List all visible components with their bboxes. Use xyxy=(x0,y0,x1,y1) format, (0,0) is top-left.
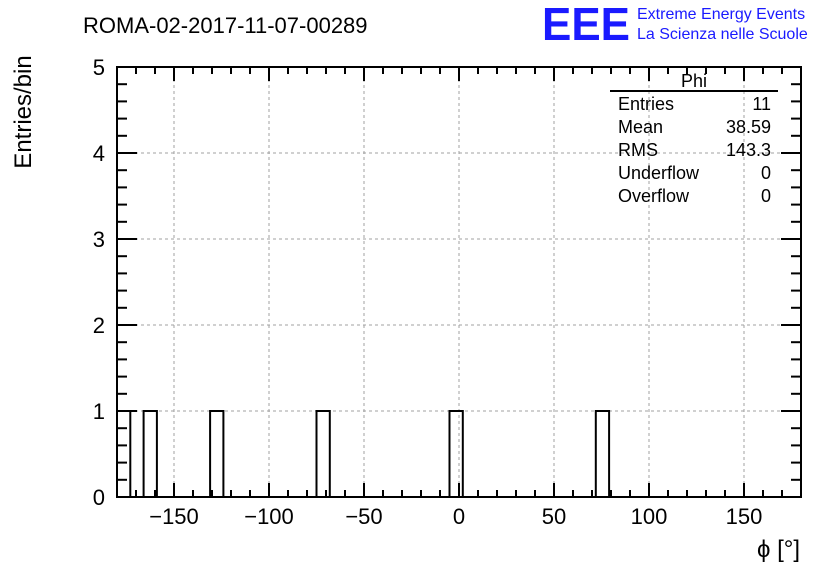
logo-mark: EEE xyxy=(542,0,630,50)
plot-frame xyxy=(116,66,802,498)
x-tick-label: 100 xyxy=(631,504,668,529)
chart-title: ROMA-02-2017-11-07-00289 xyxy=(83,13,368,38)
histogram-bar xyxy=(448,410,464,498)
stats-label: Overflow xyxy=(618,186,690,206)
histogram-bar xyxy=(594,410,611,498)
stats-value: 11 xyxy=(752,94,771,114)
stats-value: 0 xyxy=(761,163,771,183)
x-axis-label: ϕ [°] xyxy=(757,536,800,563)
y-tick-label: 2 xyxy=(93,313,105,338)
histogram-bar xyxy=(142,410,158,498)
y-axis-label: Entries/bin xyxy=(10,55,37,168)
x-tick-label: −50 xyxy=(345,504,382,529)
logo-line-1: Extreme Energy Events xyxy=(637,6,805,23)
x-tick-label: 0 xyxy=(453,504,465,529)
x-tick-label: −150 xyxy=(149,504,199,529)
stats-title: Phi xyxy=(681,71,707,91)
y-tick-label: 5 xyxy=(93,55,105,80)
stats-box: Phi Entries 11 Mean 38.59 RMS 143.3 Underflow 0… xyxy=(610,71,778,206)
histogram-bar xyxy=(116,410,132,498)
stats-label: Underflow xyxy=(618,163,700,183)
stats-label: Mean xyxy=(618,117,663,137)
stats-value: 38.59 xyxy=(726,117,771,137)
histogram-bar xyxy=(315,410,331,498)
plot-border xyxy=(116,66,802,498)
tick-labels: −150 −100 −50 0 50 100 150 0 1 2 3 4 5 xyxy=(93,55,763,529)
y-tick-label: 4 xyxy=(93,141,105,166)
y-tick-label: 0 xyxy=(93,485,105,510)
y-tick-label: 3 xyxy=(93,227,105,252)
x-tick-label: 150 xyxy=(726,504,763,529)
logo-line-2: La Scienza nelle Scuole xyxy=(637,26,808,43)
eee-logo: EEE Extreme Energy Events La Scienza nel… xyxy=(542,0,808,50)
y-tick-label: 1 xyxy=(93,399,105,424)
stats-label: Entries xyxy=(618,94,674,114)
stats-value: 143.3 xyxy=(726,140,771,160)
x-tick-label: −100 xyxy=(244,504,294,529)
histogram-bar xyxy=(209,410,225,498)
grid-lines xyxy=(117,66,801,497)
stats-label: RMS xyxy=(618,140,658,160)
x-tick-label: 50 xyxy=(542,504,566,529)
stats-value: 0 xyxy=(761,186,771,206)
